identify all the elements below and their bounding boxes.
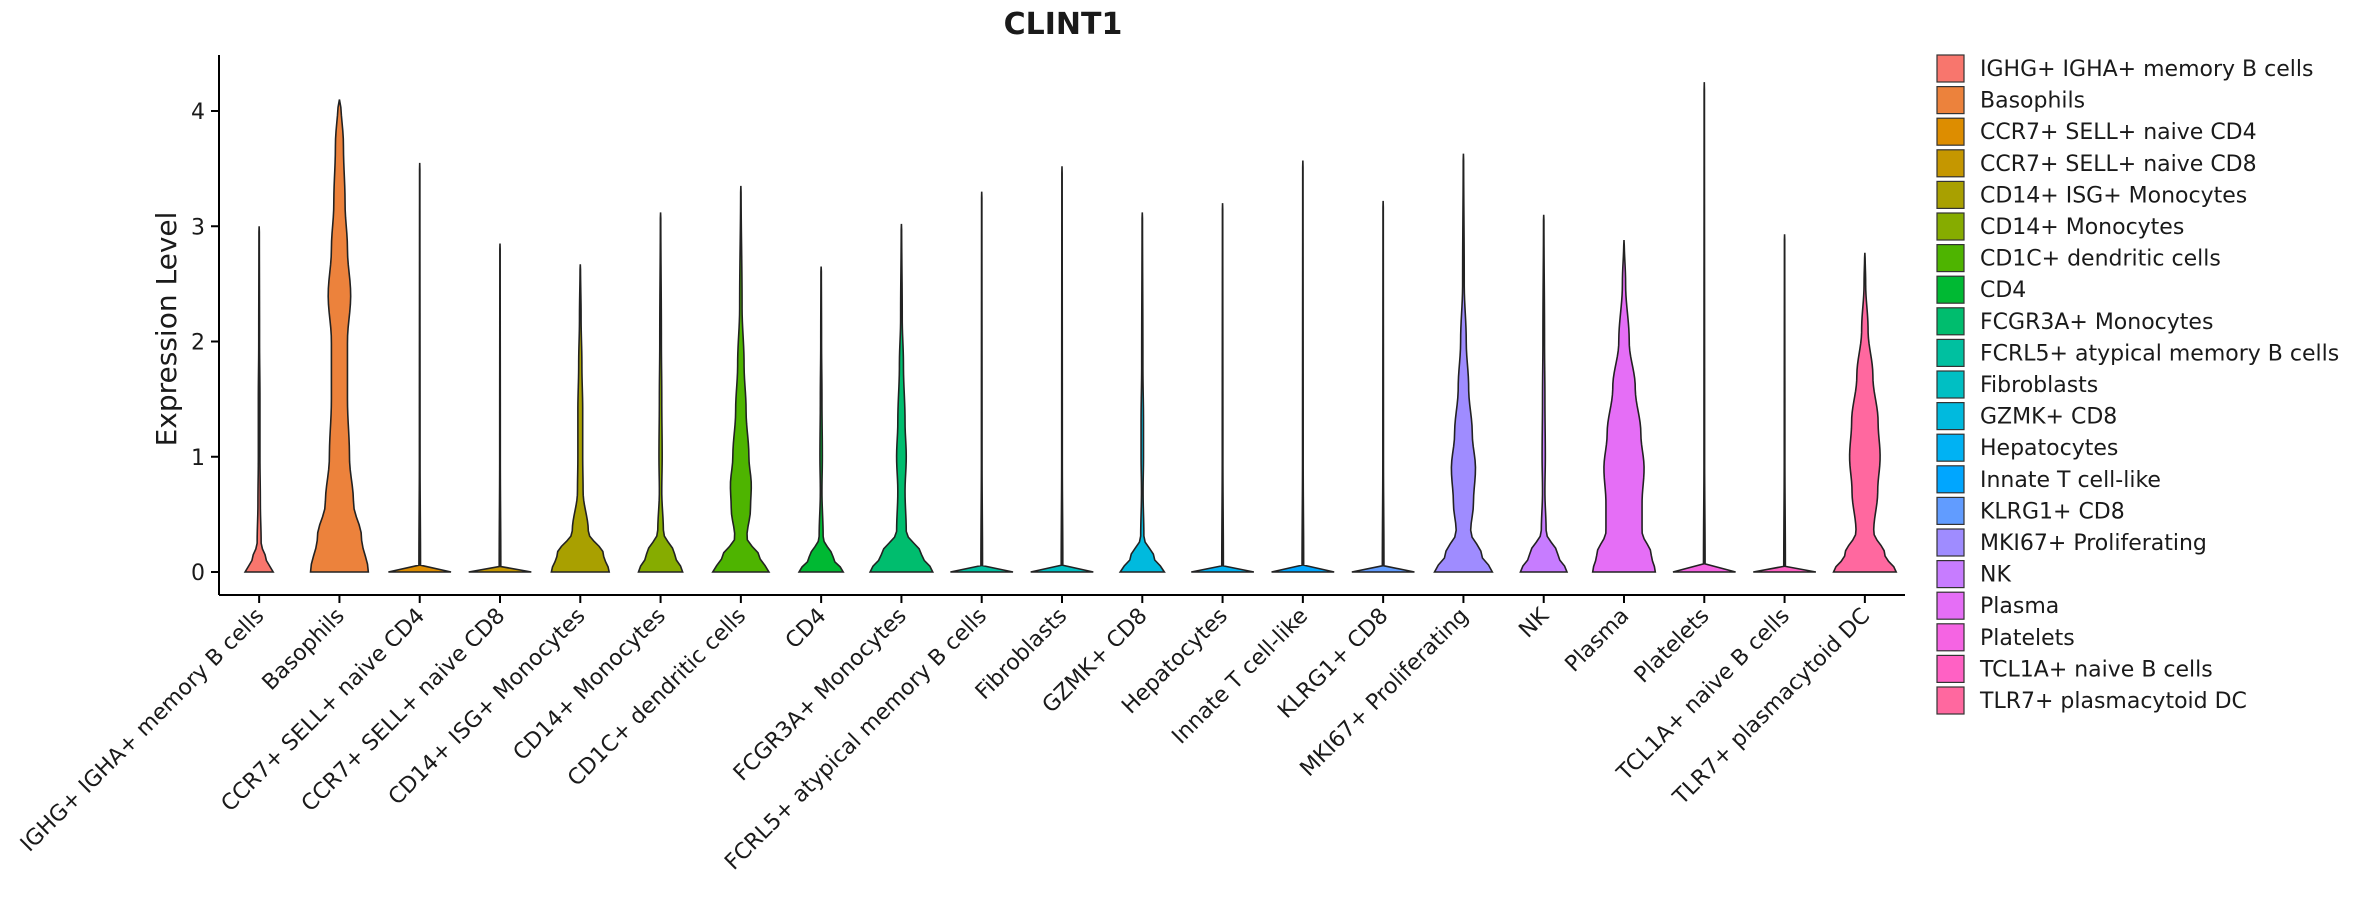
violin-10 xyxy=(950,191,1014,573)
legend: IGHG+ IGHA+ memory B cells Basophils CCR7+… xyxy=(1936,54,2339,715)
violin-9 xyxy=(868,223,935,573)
legend-swatch xyxy=(1936,117,1965,146)
violin-18 xyxy=(1591,240,1657,573)
legend-swatch xyxy=(1936,275,1965,304)
legend-label: CD1C+ dendritic cells xyxy=(1980,247,2221,272)
legend-swatch xyxy=(1936,591,1965,620)
legend-swatch xyxy=(1936,528,1965,557)
x-tick-label: CD14+ Monocytes xyxy=(509,604,671,766)
y-tick-label: 3 xyxy=(191,215,205,240)
y-tick-label: 1 xyxy=(191,446,205,471)
violin-13 xyxy=(1191,203,1255,573)
violin-1 xyxy=(243,226,275,573)
y-tick-label: 4 xyxy=(191,100,205,125)
legend-swatch xyxy=(1936,212,1965,241)
legend-label: CD4 xyxy=(1980,278,2026,303)
x-axis: IGHG+ IGHA+ memory B cellsBasophilsCCR7+… xyxy=(16,594,1905,875)
violin-8 xyxy=(797,266,845,573)
legend-swatch xyxy=(1936,370,1965,399)
legend-swatch xyxy=(1936,433,1965,462)
legend-label: CD14+ Monocytes xyxy=(1980,215,2184,240)
x-tick-label: CD4 xyxy=(781,604,831,654)
legend-label: Fibroblasts xyxy=(1980,373,2098,398)
violin-15 xyxy=(1351,200,1415,573)
x-tick-label: Platelets xyxy=(1630,604,1715,689)
violin-20 xyxy=(1753,234,1817,573)
violin-21 xyxy=(1832,252,1898,573)
legend-swatch xyxy=(1936,244,1965,273)
legend-swatch xyxy=(1936,338,1965,367)
legend-label: Hepatocytes xyxy=(1980,436,2118,461)
legend-swatch xyxy=(1936,54,1965,83)
legend-label: NK xyxy=(1980,563,2011,588)
chart-title: CLINT1 xyxy=(1004,7,1123,42)
violin-3 xyxy=(388,162,452,573)
violin-12 xyxy=(1118,212,1166,573)
x-tick-label: IGHG+ IGHA+ memory B cells xyxy=(16,604,269,857)
legend-swatch xyxy=(1936,180,1965,209)
violin-series xyxy=(243,82,1898,573)
legend-label: Basophils xyxy=(1980,89,2085,114)
violin-17 xyxy=(1519,214,1569,573)
legend-swatch xyxy=(1936,149,1965,178)
legend-label: FCGR3A+ Monocytes xyxy=(1980,310,2213,335)
legend-label: FCRL5+ atypical memory B cells xyxy=(1980,341,2339,366)
legend-label: TCL1A+ naive B cells xyxy=(1979,657,2213,682)
legend-label: Platelets xyxy=(1980,626,2075,651)
legend-label: GZMK+ CD8 xyxy=(1980,405,2117,430)
x-tick-label: Plasma xyxy=(1561,604,1635,678)
y-axis-label: Expression Level xyxy=(150,212,183,447)
legend-swatch xyxy=(1936,402,1965,431)
y-tick-label: 0 xyxy=(191,561,205,586)
legend-label: KLRG1+ CD8 xyxy=(1980,499,2125,524)
x-tick-label: MKI67+ Proliferating xyxy=(1296,604,1474,782)
x-tick-label: NK xyxy=(1514,603,1554,643)
legend-label: Plasma xyxy=(1980,594,2059,619)
y-axis: 0 1 2 3 4 xyxy=(191,55,220,595)
violin-19 xyxy=(1672,82,1736,573)
violin-11 xyxy=(1030,166,1094,573)
legend-label: Innate T cell-like xyxy=(1980,468,2161,493)
violin-2 xyxy=(309,99,370,573)
legend-swatch xyxy=(1936,496,1965,525)
violin-4 xyxy=(468,243,532,573)
violin-16 xyxy=(1433,153,1494,573)
legend-swatch xyxy=(1936,307,1965,336)
legend-swatch xyxy=(1936,559,1965,589)
legend-swatch xyxy=(1936,686,1965,715)
legend-swatch xyxy=(1936,654,1965,684)
legend-label: CCR7+ SELL+ naive CD8 xyxy=(1980,152,2257,177)
violin-5 xyxy=(550,264,611,573)
x-tick-label: Innate T cell-like xyxy=(1167,604,1313,750)
legend-label: CCR7+ SELL+ naive CD4 xyxy=(1980,120,2257,145)
legend-label: IGHG+ IGHA+ memory B cells xyxy=(1980,57,2313,82)
legend-label: MKI67+ Proliferating xyxy=(1980,531,2207,556)
legend-label: CD14+ ISG+ Monocytes xyxy=(1980,183,2247,208)
legend-swatch xyxy=(1936,623,1965,652)
violin-6 xyxy=(637,212,684,573)
legend-swatch xyxy=(1936,85,1965,115)
violin-14 xyxy=(1271,160,1335,573)
y-tick-label: 2 xyxy=(191,331,205,356)
legend-label: TLR7+ plasmacytoid DC xyxy=(1979,689,2247,714)
legend-swatch xyxy=(1936,465,1965,494)
violin-7 xyxy=(711,185,771,573)
